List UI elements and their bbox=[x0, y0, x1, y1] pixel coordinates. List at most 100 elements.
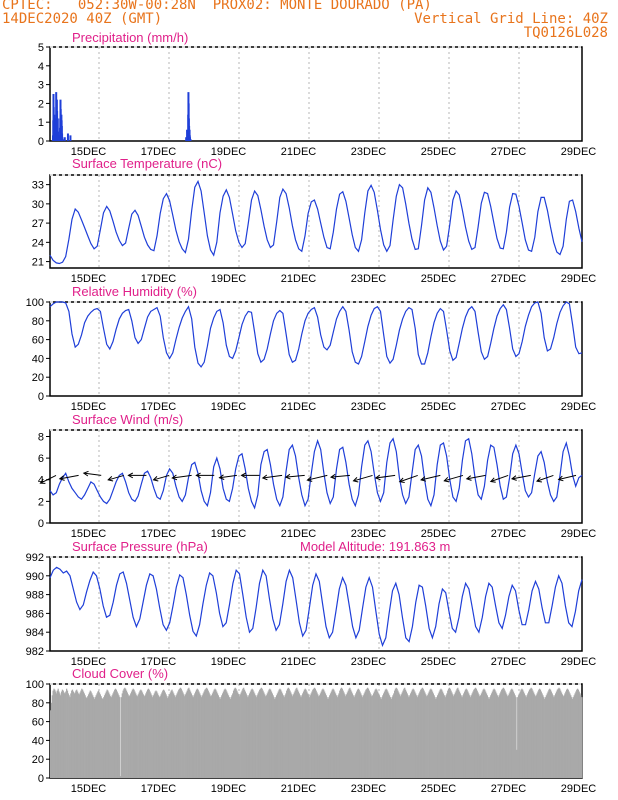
cloud-bar bbox=[560, 692, 563, 778]
panel-4-ytick-label: 988 bbox=[26, 590, 44, 602]
cloud-bar bbox=[468, 693, 470, 778]
wind-arrow-head bbox=[171, 474, 178, 481]
cloud-bar bbox=[310, 693, 312, 778]
wind-arrow-head bbox=[329, 473, 336, 480]
cloud-bar bbox=[369, 692, 371, 778]
cloud-bar bbox=[245, 693, 247, 778]
cloud-bar bbox=[107, 690, 109, 778]
cloud-bar bbox=[247, 697, 249, 778]
cloud-bar bbox=[377, 691, 379, 778]
cloud-bar bbox=[131, 689, 134, 778]
cloud-bar bbox=[409, 695, 411, 778]
cloud-bar bbox=[487, 697, 489, 778]
precip-bar bbox=[66, 133, 69, 141]
cloud-bar bbox=[566, 688, 569, 778]
cloud-bar bbox=[242, 688, 244, 778]
cloud-bar bbox=[152, 697, 154, 778]
panel-2-series-line bbox=[49, 301, 583, 368]
cloud-bar bbox=[506, 694, 508, 778]
cloud-bar bbox=[304, 688, 306, 778]
cloud-bar bbox=[400, 694, 402, 778]
cloud-bar bbox=[346, 692, 349, 778]
cloud-bar bbox=[380, 699, 382, 778]
cloud-bar bbox=[417, 695, 419, 778]
panel-4-ytick-label: 986 bbox=[26, 608, 44, 620]
cloud-bar bbox=[152, 695, 155, 778]
cloud-bar bbox=[333, 689, 335, 778]
cloud-bar bbox=[363, 693, 365, 778]
cloud-bar bbox=[558, 687, 560, 778]
cloud-bar bbox=[278, 689, 280, 778]
cloud-bar bbox=[445, 695, 447, 778]
panel-2-ytick-label: 80 bbox=[32, 316, 44, 328]
panel-4-annotation: Model Altitude: 191.863 m bbox=[300, 539, 450, 554]
panel-0-ytick-label: 5 bbox=[38, 42, 44, 54]
cloud-bar bbox=[345, 694, 348, 778]
cloud-bar bbox=[210, 696, 212, 778]
cloud-bar bbox=[277, 691, 279, 778]
cloud-bar bbox=[379, 697, 381, 778]
cloud-bar bbox=[366, 688, 368, 778]
cloud-bar bbox=[261, 688, 263, 778]
wind-arrow-head bbox=[82, 470, 89, 477]
cloud-bar bbox=[285, 693, 287, 778]
cloud-bar bbox=[234, 687, 236, 778]
cloud-bar bbox=[458, 689, 460, 778]
cloud-bar bbox=[459, 693, 461, 778]
cloud-bar bbox=[305, 689, 307, 778]
cloud-bar bbox=[255, 697, 257, 778]
cloud-bar bbox=[323, 689, 325, 778]
cloud-bar bbox=[230, 697, 232, 778]
cloud-bar bbox=[142, 694, 144, 778]
cloud-bar bbox=[368, 690, 370, 778]
cloud-bar bbox=[444, 697, 446, 778]
cloud-bar bbox=[300, 697, 302, 778]
cloud-bar bbox=[338, 693, 340, 778]
cloud-bar bbox=[450, 690, 452, 778]
wind-arrow-head bbox=[240, 472, 247, 479]
cloud-bar bbox=[414, 691, 416, 778]
panel-3-xtick-label: 17DEC bbox=[141, 528, 177, 540]
cloud-bar bbox=[420, 689, 422, 778]
cloud-bar bbox=[463, 693, 465, 778]
cloud-bar bbox=[114, 688, 117, 778]
cloud-bar bbox=[130, 693, 132, 778]
cloud-bar bbox=[330, 691, 332, 778]
cloud-bar bbox=[443, 695, 445, 778]
cloud-bar bbox=[128, 696, 130, 778]
cloud-bar bbox=[345, 696, 347, 778]
cloud-bar bbox=[204, 689, 206, 778]
wind-arrow-head bbox=[261, 474, 268, 481]
cloud-bar bbox=[121, 693, 123, 778]
wind-arrow-shaft bbox=[307, 474, 328, 481]
cloud-bar bbox=[526, 695, 528, 778]
cloud-bar bbox=[315, 690, 317, 778]
cloud-bar bbox=[367, 687, 369, 778]
cloud-bar bbox=[240, 692, 242, 778]
cloud-bar bbox=[370, 694, 372, 778]
cloud-bar bbox=[546, 693, 548, 778]
cloud-bar bbox=[71, 690, 73, 778]
cloud-bar bbox=[266, 693, 268, 778]
cloud-bar bbox=[127, 694, 129, 778]
cloud-bar bbox=[360, 693, 362, 778]
cloud-bar bbox=[59, 693, 61, 778]
cloud-bar bbox=[572, 697, 574, 778]
cloud-bar bbox=[283, 697, 285, 778]
cloud-bar bbox=[484, 689, 486, 778]
cloud-bar bbox=[320, 691, 322, 778]
cloud-bar bbox=[476, 690, 478, 778]
cloud-bar bbox=[500, 691, 502, 778]
wind-arrow-head bbox=[510, 475, 517, 481]
cloud-bar bbox=[466, 689, 468, 778]
cloud-bar bbox=[60, 691, 63, 778]
wind-arrow-shaft bbox=[399, 474, 418, 483]
cloud-bar bbox=[307, 693, 309, 778]
cloud-bar bbox=[464, 689, 467, 778]
cloud-bar bbox=[393, 693, 395, 778]
panel-3-xtick-label: 29DEC bbox=[561, 528, 597, 540]
cloud-bar bbox=[313, 687, 316, 778]
cloud-bar bbox=[325, 695, 327, 778]
cloud-bar bbox=[322, 688, 324, 778]
panel-4-xtick-label: 21DEC bbox=[281, 656, 317, 668]
